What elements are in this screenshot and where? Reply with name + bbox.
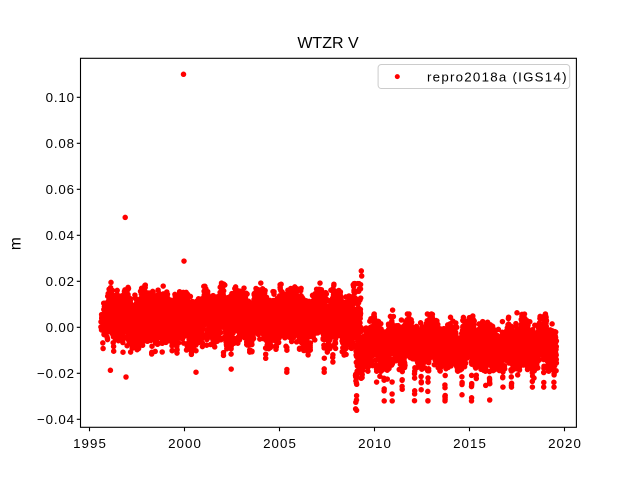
svg-text:2015: 2015 xyxy=(453,436,487,451)
svg-text:0.10: 0.10 xyxy=(46,90,75,105)
svg-text:2005: 2005 xyxy=(263,436,297,451)
svg-text:0.06: 0.06 xyxy=(46,182,75,197)
svg-text:2000: 2000 xyxy=(168,436,202,451)
svg-text:0.08: 0.08 xyxy=(46,136,75,151)
svg-text:−0.02: −0.02 xyxy=(37,366,75,381)
svg-text:0.02: 0.02 xyxy=(46,274,75,289)
svg-text:1995: 1995 xyxy=(73,436,107,451)
svg-text:WTZR V: WTZR V xyxy=(297,35,359,52)
svg-text:0.00: 0.00 xyxy=(46,320,75,335)
svg-text:0.04: 0.04 xyxy=(46,228,75,243)
svg-text:2020: 2020 xyxy=(548,436,582,451)
svg-text:2010: 2010 xyxy=(358,436,392,451)
svg-text:m: m xyxy=(8,237,25,250)
svg-text:−0.04: −0.04 xyxy=(37,412,75,427)
svg-text:repro2018a (IGS14): repro2018a (IGS14) xyxy=(427,69,568,84)
